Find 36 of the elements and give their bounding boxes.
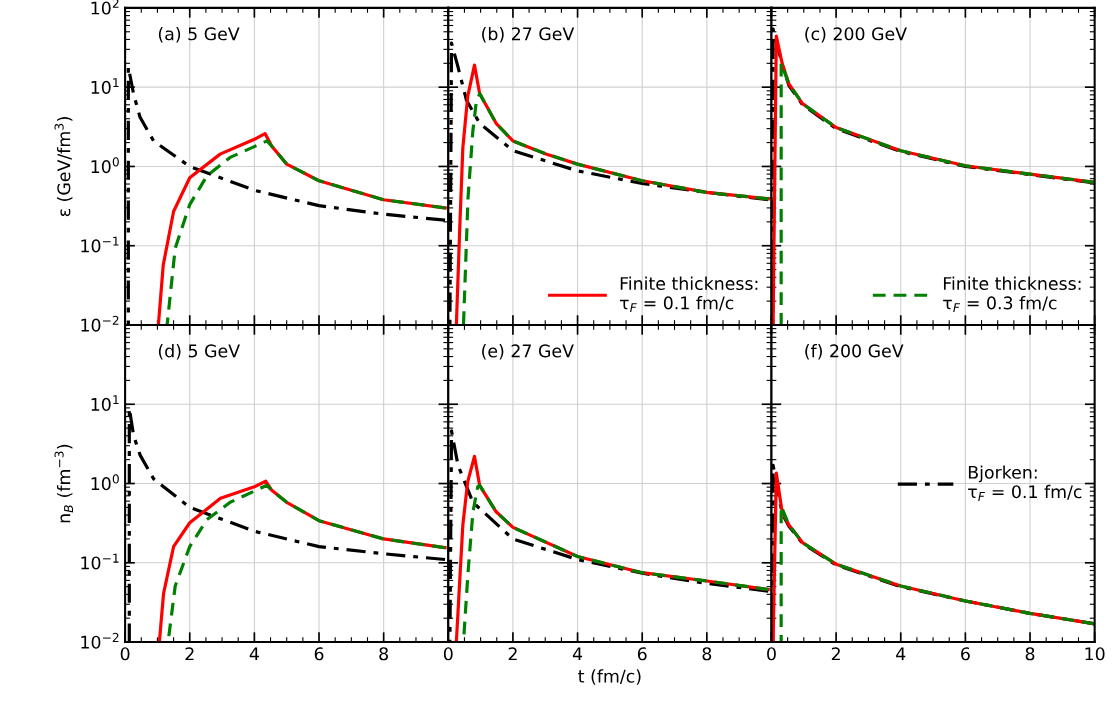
x-tick-label: 6 (637, 647, 647, 661)
y-axis-title: n$_{B}$ (fm$^{−3}$) (54, 444, 73, 523)
y-tick-label: 10$^{1}$ (91, 78, 119, 94)
x-tick-label: 0 (767, 647, 776, 661)
y-tick-label: 10$^{−2}$ (81, 632, 119, 649)
x-tick-label: 10 (1085, 647, 1105, 661)
legend-label: Bjorken: τ$_{F}$ = 0.1 fm/c (968, 465, 1082, 501)
x-tick-label: 0 (443, 647, 453, 661)
y-tick-label: 10$^{−1}$ (81, 553, 119, 570)
x-tick-label: 8 (702, 647, 712, 661)
y-tick-label: 10$^{−2}$ (81, 315, 119, 332)
x-tick-label: 4 (249, 647, 259, 661)
annotation: (f) 200 GeV (805, 344, 904, 360)
annotation: (d) 5 GeV (158, 344, 240, 360)
annotation: (c) 200 GeV (805, 26, 907, 43)
y-axis-title: ε (GeV/fm$^{3}$) (54, 117, 73, 217)
x-tick-label: 4 (572, 647, 583, 661)
x-tick-label: 2 (508, 647, 517, 661)
x-tick-label: 6 (314, 647, 324, 661)
x-tick-label: 2 (185, 647, 194, 661)
x-tick-label: 8 (1025, 647, 1035, 661)
annotation: (a) 5 GeV (158, 26, 240, 43)
x-tick-label: 6 (961, 647, 970, 661)
y-tick-label: 10$^{−1}$ (81, 236, 119, 253)
x-tick-label: 4 (896, 647, 906, 661)
y-tick-label: 10$^{0}$ (91, 157, 119, 174)
x-tick-label: 8 (379, 647, 388, 661)
annotation: (b) 27 GeV (482, 26, 575, 43)
x-tick-label: 2 (831, 647, 840, 661)
annotation: (e) 27 GeV (482, 344, 574, 360)
legend-label: Finite thickness: τ$_{F}$ = 0.1 fm/c (619, 276, 758, 313)
legend-label: Finite thickness: τ$_{F}$ = 0.3 fm/c (943, 276, 1081, 313)
x-axis-title: t (fm/c) (578, 669, 641, 685)
x-tick-label: 0 (120, 647, 130, 661)
y-tick-label: 10$^{0}$ (91, 474, 119, 491)
y-tick-label: 10$^{1}$ (91, 395, 119, 411)
